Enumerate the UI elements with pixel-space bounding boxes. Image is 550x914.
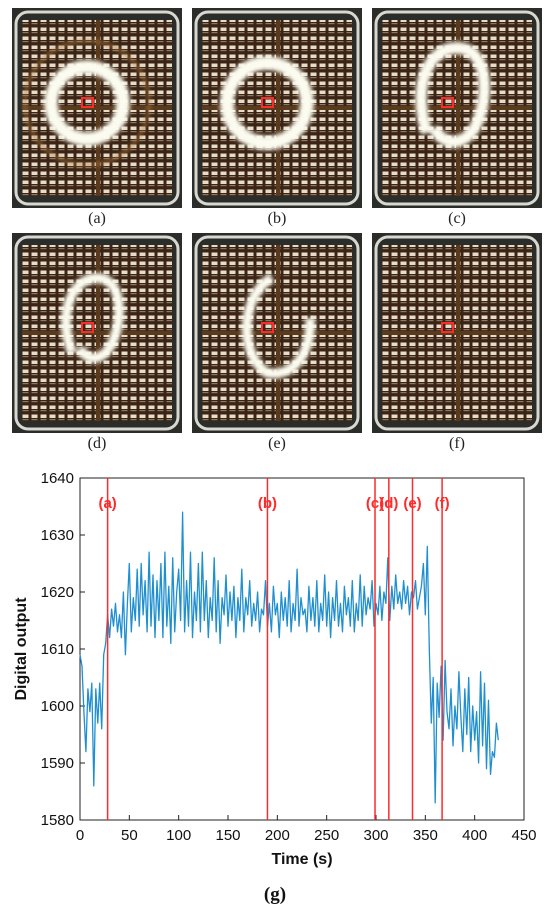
- x-tick-label: 200: [265, 827, 290, 844]
- data-line: [79, 511, 499, 804]
- y-tick-label: 1600: [41, 698, 74, 715]
- x-tick-label: 350: [413, 827, 438, 844]
- light-spot: [242, 273, 316, 379]
- x-tick-label: 450: [511, 827, 536, 844]
- light-spot: [220, 56, 314, 150]
- panel-label: (d): [87, 435, 107, 452]
- chart: 0 50 100 150 200 250 300 350 400 450 1580 1590 1600 1…: [13, 470, 537, 868]
- y-tick-label: 1610: [41, 641, 74, 658]
- event-marker-label: (e): [403, 495, 421, 512]
- micrograph-panel: [372, 233, 542, 433]
- sensor-marker: [261, 97, 274, 108]
- plot-frame: [79, 477, 525, 821]
- event-marker-label: (d): [379, 495, 398, 512]
- chip-image: [372, 233, 542, 433]
- y-tick-label: 1590: [41, 755, 74, 772]
- y-tick-label: 1640: [41, 470, 74, 487]
- panel-label: (f): [449, 435, 465, 452]
- x-tick-label: 0: [76, 827, 84, 844]
- sensor-marker: [441, 322, 454, 333]
- sensor-marker: [81, 322, 94, 333]
- micrograph-panel: [192, 233, 362, 433]
- light-spot: [61, 272, 125, 363]
- panel-label: (b): [267, 210, 287, 227]
- micrograph-panel: [192, 8, 362, 208]
- x-tick-label: 300: [363, 827, 388, 844]
- x-tick-label: 150: [215, 827, 240, 844]
- sensor-marker: [81, 97, 94, 108]
- light-spot: [415, 41, 491, 148]
- event-marker-label: (a): [98, 495, 116, 512]
- micrograph-panel: [12, 233, 182, 433]
- event-marker-label: (c): [366, 495, 384, 512]
- y-tick-label: 1620: [41, 584, 74, 601]
- y-tick-label: 1630: [41, 527, 74, 544]
- x-tick-label: 50: [121, 827, 138, 844]
- light-spot: [24, 40, 150, 166]
- x-tick-label: 400: [462, 827, 487, 844]
- event-marker-label: (f): [435, 495, 450, 512]
- chip-image: [192, 233, 362, 433]
- sensor-marker: [441, 97, 454, 108]
- micrograph-panel: [372, 8, 542, 208]
- chip-image: [372, 8, 542, 208]
- chip-image: [12, 8, 182, 208]
- chip-image: [12, 233, 182, 433]
- x-axis-label: Time (s): [271, 851, 332, 868]
- x-tick-label: 250: [314, 827, 339, 844]
- sensor-marker: [261, 322, 274, 333]
- y-tick-label: 1580: [41, 812, 74, 829]
- figure-label-g: (g): [263, 884, 287, 905]
- panel-label: (a): [88, 210, 106, 227]
- x-tick-label: 100: [166, 827, 191, 844]
- panel-label: (c): [448, 210, 466, 227]
- event-marker-label: (b): [258, 495, 277, 512]
- micrograph-panel: [12, 8, 182, 208]
- panel-label: (e): [268, 435, 286, 452]
- chip-image: [192, 8, 362, 208]
- y-axis-label: Digital output: [13, 597, 30, 701]
